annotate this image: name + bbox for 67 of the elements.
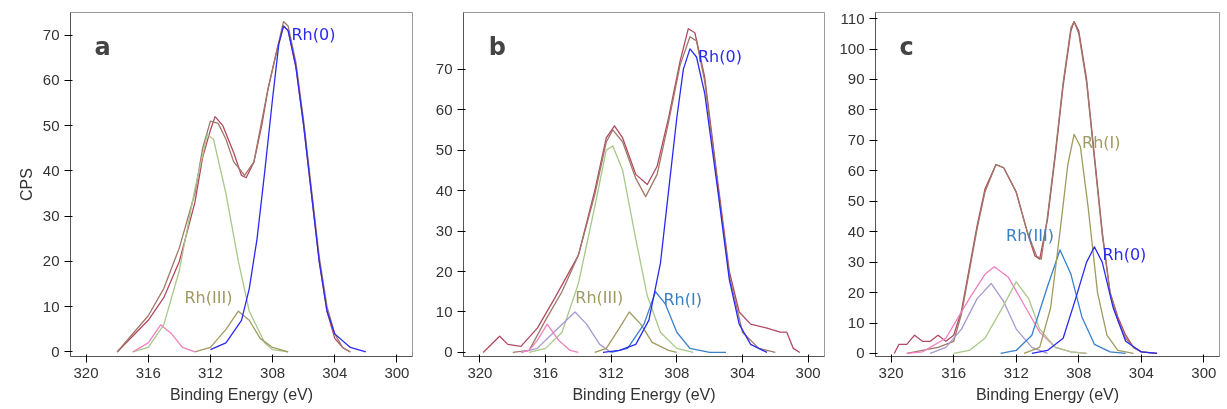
text: a [94,32,111,61]
y-tick-label: 10 [847,314,865,332]
y-tick-label: 20 [435,262,453,280]
x-tick-label: 300 [1191,363,1217,381]
x-tick-label: 316 [533,363,559,381]
line-series [520,323,580,354]
y-tick-label: 40 [435,181,453,199]
y-tick-label: 80 [847,100,865,118]
y-tick-label: 60 [42,71,60,89]
y-tick-label: 0 [51,342,60,360]
y-tick-label: 0 [856,344,865,362]
y-tick-label: 40 [847,222,865,240]
text: b [488,32,506,61]
x-axis-title: Binding Energy (eV) [975,385,1120,403]
x-tick-label: 300 [384,363,410,381]
y-tick-label: 30 [42,207,60,225]
y-tick-label: 50 [435,141,453,159]
y-tick-label: 50 [847,192,865,210]
x-tick-label: 312 [598,363,624,381]
y-tick-label: 100 [839,40,865,58]
x-tick-label: 312 [1003,363,1029,381]
y-tick-label: 60 [847,161,865,179]
y-tick-label: 60 [435,100,453,118]
y-tick-label: 50 [42,116,60,134]
series-label: Rh(0) [291,24,336,44]
x-tick-label: 308 [1066,363,1092,381]
x-tick-label: 308 [260,363,286,381]
x-tick-label: 316 [941,363,967,381]
y-tick-label: 70 [435,60,453,78]
y-tick-label: 10 [42,297,60,315]
line-series [194,310,289,353]
y-tick-label: 30 [847,253,865,271]
series-label: Rh(III) [184,287,233,307]
series-label: Rh(III) [575,288,624,308]
x-tick-label: 312 [197,363,223,381]
y-tick-label: 70 [847,131,865,149]
y-tick-label: 110 [840,9,865,27]
y-axis-title: CPS [17,168,35,201]
series-label: Rh(I) [663,290,702,310]
x-tick-label: 300 [795,363,821,381]
y-tick-label: 40 [42,161,60,179]
line-series [953,281,1088,355]
line-series [929,282,1049,355]
line-series [512,36,776,354]
text: c [899,32,914,61]
x-tick-label: 304 [729,363,755,381]
y-tick-label: 30 [435,222,453,240]
x-tick-label: 316 [135,363,161,381]
line-series [132,324,196,353]
x-tick-label: 320 [73,363,99,381]
line-series [594,311,678,354]
x-tick-label: 304 [1128,363,1154,381]
y-tick-label: 90 [847,70,865,88]
line-series [482,28,801,354]
line-series [132,134,289,353]
x-tick-label: 320 [878,363,904,381]
x-tick-label: 304 [322,363,348,381]
y-tick-label: 0 [444,343,453,361]
y-tick-label: 70 [42,26,60,44]
y-tick-label: 20 [42,252,60,270]
y-tick-label: 20 [847,283,865,301]
x-tick-label: 308 [664,363,690,381]
x-tick-label: 320 [467,363,493,381]
x-axis-title: Binding Energy (eV) [572,385,716,403]
line-series [1031,246,1158,355]
x-axis-title: Binding Energy (eV) [169,385,314,403]
y-tick-label: 10 [435,302,453,320]
